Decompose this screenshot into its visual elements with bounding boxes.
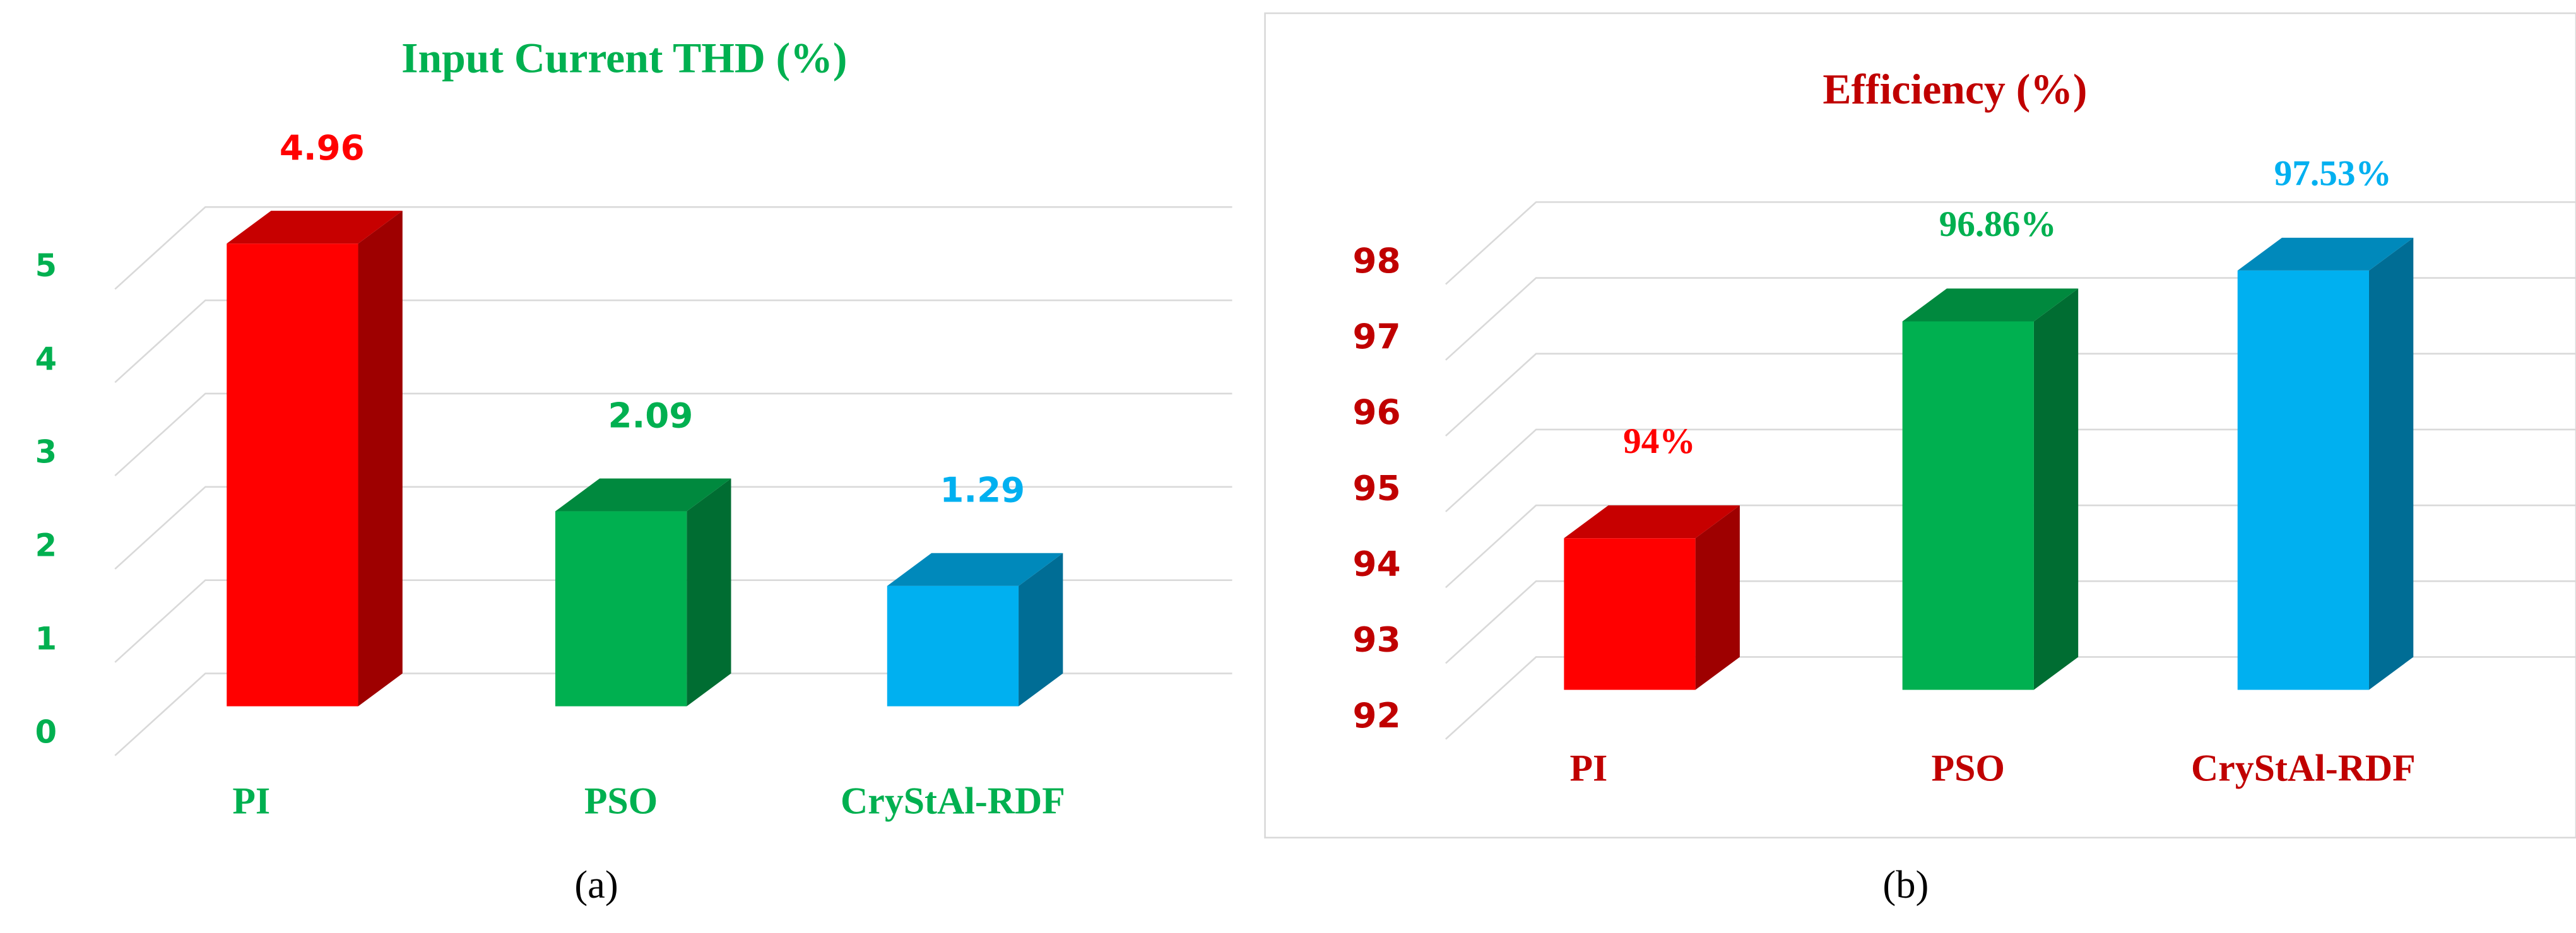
bar-side xyxy=(2368,237,2414,690)
chart-title: Input Current THD (%) xyxy=(401,35,847,82)
y-tick-label: 4 xyxy=(35,341,57,377)
value-label: 97.53% xyxy=(2274,154,2392,194)
grid-line xyxy=(1445,201,2576,285)
grid-line xyxy=(1445,428,2576,513)
y-tick-label: 1 xyxy=(35,620,57,657)
bar-side xyxy=(2033,288,2079,690)
value-label: 96.86% xyxy=(1939,204,2057,244)
y-tick-label: 97 xyxy=(1353,316,1401,356)
value-label: 1.29 xyxy=(940,470,1025,510)
caption: (a) xyxy=(574,862,618,907)
x-tick-label: CryStAl-RDF xyxy=(841,780,1065,822)
value-label: 94% xyxy=(1623,421,1696,461)
x-tick-label: PI xyxy=(1569,747,1607,789)
y-tick-label: 0 xyxy=(35,713,57,750)
x-tick-label: PSO xyxy=(1932,747,2005,789)
bar xyxy=(2237,270,2369,690)
value-label: 2.09 xyxy=(608,395,693,435)
bar-side xyxy=(358,211,403,707)
bar-top xyxy=(1564,505,1740,539)
bar xyxy=(227,244,358,707)
y-tick-label: 94 xyxy=(1353,544,1401,584)
grid-line xyxy=(114,206,1232,290)
y-tick-label: 96 xyxy=(1353,392,1401,432)
chart-title: Efficiency (%) xyxy=(1823,66,2087,113)
bar-top xyxy=(227,211,403,244)
y-tick-label: 92 xyxy=(1353,695,1401,736)
bar xyxy=(555,511,687,707)
grid-line xyxy=(1445,277,2576,361)
bar-top xyxy=(1902,288,2079,322)
y-tick-label: 93 xyxy=(1353,619,1401,660)
y-tick-label: 2 xyxy=(35,527,57,564)
grid-line xyxy=(114,392,1232,477)
y-tick-label: 98 xyxy=(1353,240,1401,281)
bar-side xyxy=(687,478,731,707)
grid-line xyxy=(1445,504,2576,589)
bar-top xyxy=(555,478,731,512)
grid-line xyxy=(114,486,1232,570)
bar xyxy=(1564,538,1696,690)
bar-side xyxy=(1019,553,1063,707)
x-tick-label: PI xyxy=(232,780,270,822)
grid-line xyxy=(1445,580,2576,664)
bar xyxy=(887,585,1019,707)
panel-border xyxy=(1264,12,2576,839)
bar-side xyxy=(1695,505,1740,690)
y-tick-label: 5 xyxy=(35,247,57,284)
bar-top xyxy=(2237,237,2414,271)
bar-top xyxy=(887,553,1063,586)
grid-line xyxy=(114,579,1232,663)
value-label: 4.96 xyxy=(280,127,365,168)
caption: (b) xyxy=(1882,862,1929,907)
grid-line xyxy=(1445,353,2576,437)
x-tick-label: PSO xyxy=(584,780,658,822)
bar xyxy=(1902,321,2034,690)
grid-line xyxy=(1445,656,2576,740)
grid-line xyxy=(114,299,1232,384)
y-tick-label: 3 xyxy=(35,434,57,471)
x-tick-label: CryStAl-RDF xyxy=(2191,747,2416,789)
y-tick-label: 95 xyxy=(1353,467,1401,508)
